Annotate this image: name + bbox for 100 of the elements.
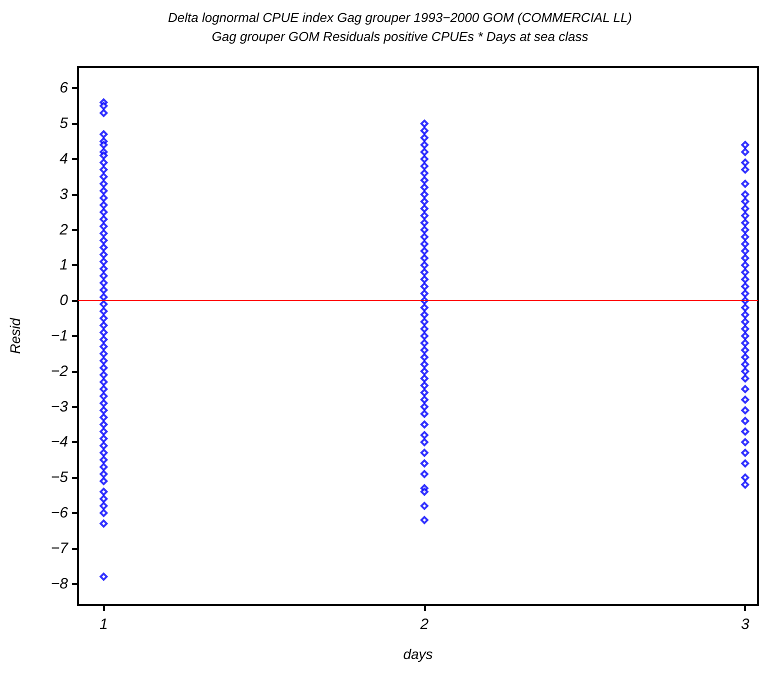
point [420,275,428,284]
point [741,275,750,284]
y-tick-label: −3 [50,398,69,416]
point [100,428,108,436]
point [741,290,750,298]
point [420,148,428,156]
point [741,339,750,348]
point [741,332,750,340]
point [100,392,108,400]
point [100,448,108,457]
point [100,140,108,149]
point [420,261,428,270]
point [100,166,108,174]
point [741,180,750,188]
point [741,204,750,213]
point [741,459,750,468]
point [100,151,108,160]
point [100,229,108,238]
point [420,212,428,220]
point [741,198,750,206]
point [420,226,428,234]
point [420,304,428,312]
point [100,520,108,528]
point [420,155,428,164]
y-tick-label: 3 [60,186,69,203]
point [420,126,428,135]
y-tick-label: −2 [50,362,69,380]
y-tick-label: −7 [50,540,69,557]
point [100,250,108,259]
point [100,236,108,244]
point [100,186,108,195]
point [420,388,428,397]
point [100,286,108,294]
point [100,399,108,408]
y-tick-label: 5 [60,115,69,132]
point [100,470,108,478]
point [741,158,750,167]
y-tick-label: 1 [60,256,68,274]
point [741,218,750,227]
point [420,120,428,128]
point [100,244,108,252]
point [420,254,428,262]
point [100,258,108,266]
point [420,176,428,184]
point [100,307,108,316]
point [100,413,108,422]
point [420,318,428,326]
point [100,180,108,188]
point [741,367,750,376]
y-tick-label: −5 [50,469,69,486]
point [741,448,750,457]
point [741,304,750,312]
point [100,172,108,181]
point [100,442,108,450]
point [741,438,750,446]
point [100,158,108,167]
point [420,232,428,241]
y-tick-label: −4 [50,434,68,451]
point [100,494,108,503]
point [100,328,108,336]
point [100,272,108,280]
point [420,332,428,340]
y-tick-label: 0 [60,292,69,310]
point [100,293,108,302]
point [741,148,750,156]
point [420,382,428,390]
point [420,240,428,248]
point [100,130,108,138]
point [100,356,108,365]
point [420,204,428,213]
point [420,459,428,468]
point [420,396,428,404]
y-tick-label: −8 [50,575,69,592]
point [100,336,108,344]
y-tick-label: 6 [60,80,69,97]
point [100,215,108,224]
x-tick-label: 1 [99,616,108,633]
point [420,431,428,440]
point [100,456,108,464]
point [741,480,750,489]
point [100,572,108,581]
point [420,134,428,142]
point [100,342,108,351]
point [741,268,750,276]
point [420,353,428,362]
point [100,208,108,216]
y-tick-label: −1 [50,328,68,344]
point [100,477,108,486]
point [100,406,108,414]
point [100,508,108,517]
point [741,385,750,394]
point [741,428,750,436]
point [420,502,428,510]
point [100,222,108,230]
point [741,346,750,354]
point [100,102,108,110]
point [420,183,428,192]
point [741,212,750,220]
point [420,438,428,446]
point [420,268,428,276]
